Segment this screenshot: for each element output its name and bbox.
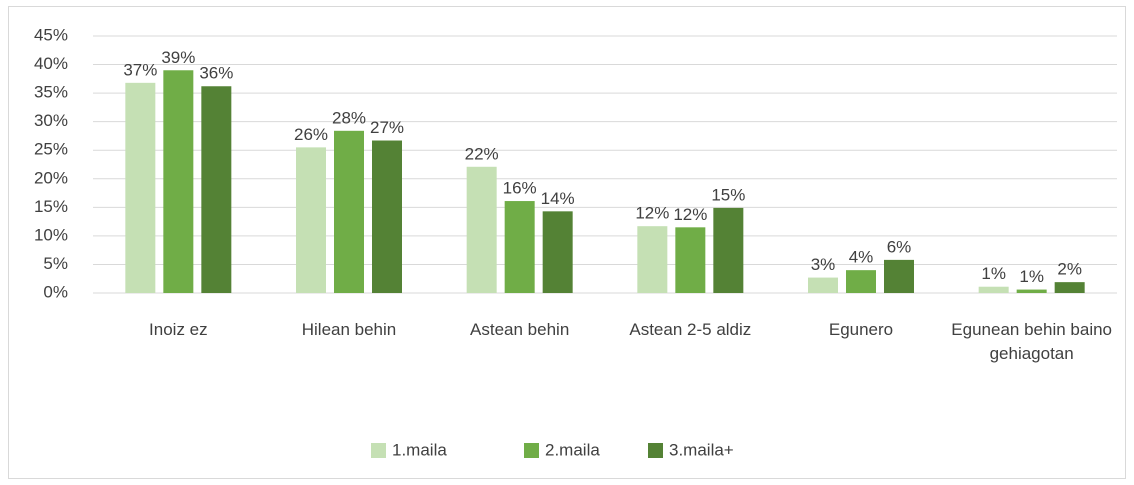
data-label: 26% [294, 125, 328, 144]
x-tick-label: Inoiz ez [149, 320, 208, 339]
y-tick-label: 30% [34, 111, 68, 130]
data-label: 16% [503, 179, 537, 198]
bar [637, 226, 668, 293]
bar [334, 130, 364, 293]
legend-swatch [524, 443, 539, 458]
bar [296, 147, 326, 293]
x-tick-label: Hilean behin [301, 320, 397, 339]
bar [201, 86, 232, 293]
legend-swatch [648, 443, 663, 458]
data-label: 6% [887, 237, 912, 256]
bar [675, 227, 706, 293]
x-tick-label: Astean 2-5 aldiz [629, 320, 752, 339]
data-label: 3% [811, 255, 836, 274]
x-tick-label: Astean behin [470, 320, 570, 339]
bar [978, 286, 1009, 293]
y-tick-label: 0% [43, 282, 68, 301]
data-label: 28% [332, 108, 366, 127]
bar [125, 82, 156, 293]
bar [504, 201, 535, 293]
data-label: 36% [199, 64, 233, 83]
bar [163, 70, 194, 294]
legend-label: 1.maila [392, 440, 447, 459]
bar [466, 166, 497, 293]
data-label: 22% [465, 144, 499, 163]
y-tick-label: 25% [34, 140, 68, 159]
y-tick-label: 40% [34, 54, 68, 73]
y-tick-label: 5% [43, 254, 68, 273]
bar [846, 270, 876, 293]
data-label: 15% [711, 185, 745, 204]
data-label: 1% [1019, 267, 1044, 286]
bar [713, 207, 744, 293]
bar [372, 140, 402, 293]
data-label: 14% [541, 189, 575, 208]
bar [1016, 289, 1047, 293]
bar [1054, 282, 1085, 293]
data-label: 2% [1057, 260, 1082, 279]
legend-swatch [371, 443, 386, 458]
bar [884, 259, 914, 293]
x-tick-label: Egunero [828, 320, 894, 339]
legend-label: 2.maila [545, 440, 600, 459]
bar [542, 211, 573, 293]
data-label: 4% [849, 248, 874, 267]
y-tick-label: 10% [34, 225, 68, 244]
data-label: 12% [635, 204, 669, 223]
y-tick-label: 35% [34, 83, 68, 102]
x-tick-label: Egunean behin baino gehiagotan [951, 320, 1112, 363]
y-tick-label: 15% [34, 197, 68, 216]
data-label: 27% [370, 118, 404, 137]
data-label: 1% [981, 264, 1006, 283]
data-label: 39% [161, 48, 195, 67]
y-tick-label: 45% [34, 25, 68, 44]
data-label: 12% [673, 205, 707, 224]
legend-label: 3.maila+ [669, 440, 734, 459]
data-label: 37% [123, 60, 157, 79]
y-tick-label: 20% [34, 168, 68, 187]
bar [808, 277, 838, 293]
